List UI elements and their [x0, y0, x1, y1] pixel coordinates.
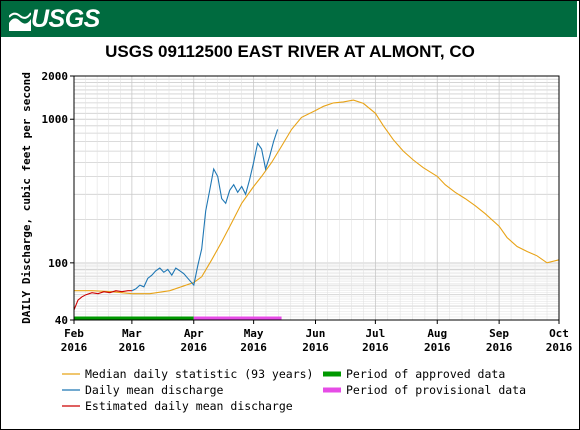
x-tick-label-year: 2016 — [240, 341, 267, 354]
x-tick-label-month: Mar — [122, 327, 142, 340]
legend-label: Period of provisional data — [346, 383, 526, 397]
x-tick-label-month: Jun — [306, 327, 326, 340]
legend-label: Daily mean discharge — [85, 383, 224, 397]
legend-label: Estimated daily mean discharge — [85, 399, 293, 413]
x-tick-label-year: 2016 — [61, 341, 88, 354]
plot-area — [74, 76, 559, 320]
chart-title: USGS 09112500 EAST RIVER AT ALMONT, CO — [105, 42, 475, 61]
y-axis-label: DAILY Discharge, cubic feet per second — [20, 72, 33, 324]
x-tick-label-month: Feb — [64, 327, 84, 340]
y-tick-label: 100 — [48, 257, 68, 270]
x-tick-label-month: Apr — [184, 327, 204, 340]
series-line — [74, 99, 560, 295]
series-line — [73, 290, 132, 311]
legend-label: Period of approved data — [346, 367, 505, 381]
x-tick-label-month: May — [244, 327, 264, 340]
y-tick-label: 1000 — [42, 113, 69, 126]
plot-border — [73, 75, 560, 321]
usgs-logo: USGS — [31, 5, 100, 33]
legend-label: Median daily statistic (93 years) — [85, 367, 313, 381]
usgs-wave-icon — [9, 12, 31, 31]
x-tick-label-year: 2016 — [119, 341, 146, 354]
x-tick-label-year: 2016 — [424, 341, 451, 354]
y-tick-label: 40 — [55, 314, 68, 327]
x-tick-label-month: Jul — [365, 327, 385, 340]
x-tick-label-month: Aug — [427, 327, 447, 340]
period-bar — [193, 316, 282, 321]
x-tick-label-year: 2016 — [362, 341, 389, 354]
x-tick-label-year: 2016 — [486, 341, 513, 354]
series-line — [131, 129, 279, 292]
x-tick-label-year: 2016 — [302, 341, 329, 354]
x-tick-label-year: 2016 — [546, 341, 573, 354]
y-tick-label: 2000 — [42, 70, 69, 83]
x-tick-label-year: 2016 — [181, 341, 208, 354]
period-bar — [74, 316, 194, 321]
x-tick-label-month: Oct — [549, 327, 569, 340]
usgs-banner: USGS — [1, 1, 577, 37]
x-tick-label-month: Sep — [489, 327, 509, 340]
